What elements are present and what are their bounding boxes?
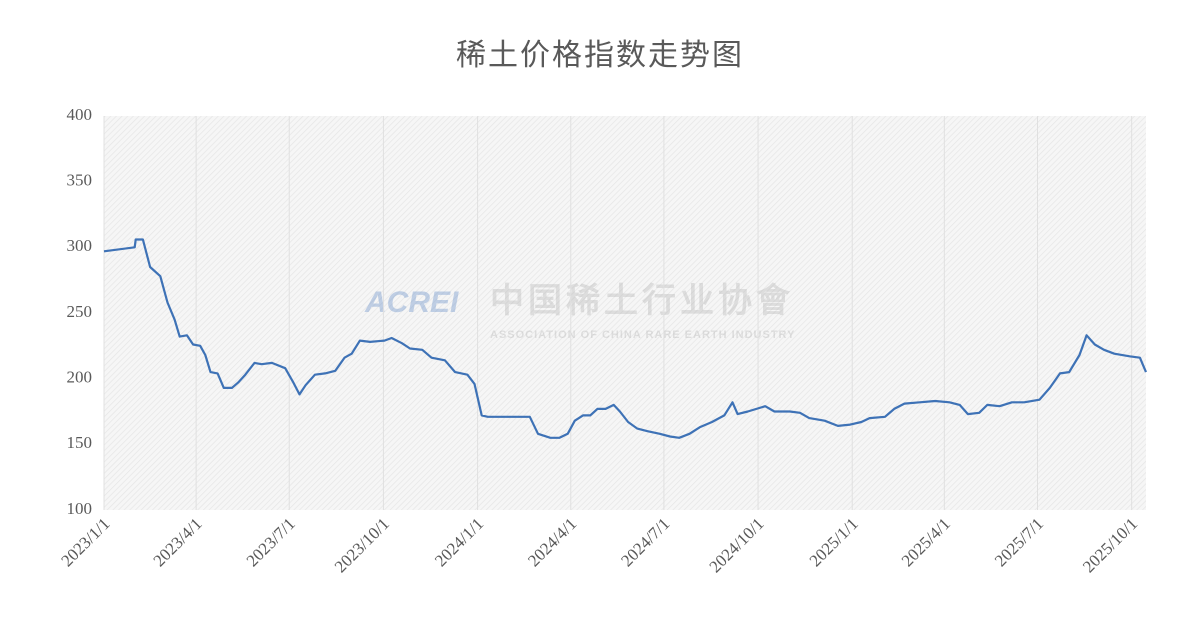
watermark-subtitle: ASSOCIATION OF CHINA RARE EARTH INDUSTRY	[490, 329, 795, 341]
x-tick-label: 2024/4/1	[524, 514, 580, 570]
x-tick-label: 2024/10/1	[705, 514, 767, 576]
y-tick-label: 100	[67, 499, 93, 518]
x-tick-label: 2024/7/1	[617, 514, 673, 570]
x-tick-label: 2024/1/1	[431, 514, 487, 570]
y-tick-label: 400	[67, 105, 93, 124]
x-tick-label: 2025/4/1	[898, 514, 954, 570]
y-tick-label: 300	[67, 236, 93, 255]
y-tick-label: 150	[67, 433, 93, 452]
x-tick-label: 2025/10/1	[1079, 514, 1141, 576]
chart-title: 稀土价格指数走势图	[456, 39, 744, 72]
plot-area	[104, 116, 1146, 510]
data-line	[103, 238, 1148, 439]
x-tick-label: 2023/4/1	[150, 514, 206, 570]
watermark: ACREI 中国稀土行业协會 ASSOCIATION OF CHINA RARE…	[364, 282, 795, 341]
watermark-name: 中国稀土行业协會	[490, 282, 794, 320]
x-tick-label: 2025/7/1	[991, 514, 1047, 570]
y-tick-label: 200	[67, 368, 93, 387]
x-tick-label: 2023/7/1	[243, 514, 299, 570]
y-tick-label: 350	[67, 171, 93, 190]
watermark-logo: ACREI	[364, 286, 459, 319]
y-tick-label: 250	[67, 302, 93, 321]
x-tick-label: 2023/1/1	[57, 514, 113, 570]
x-tick-label: 2023/10/1	[331, 514, 393, 576]
x-tick-label: 2025/1/1	[806, 514, 862, 570]
